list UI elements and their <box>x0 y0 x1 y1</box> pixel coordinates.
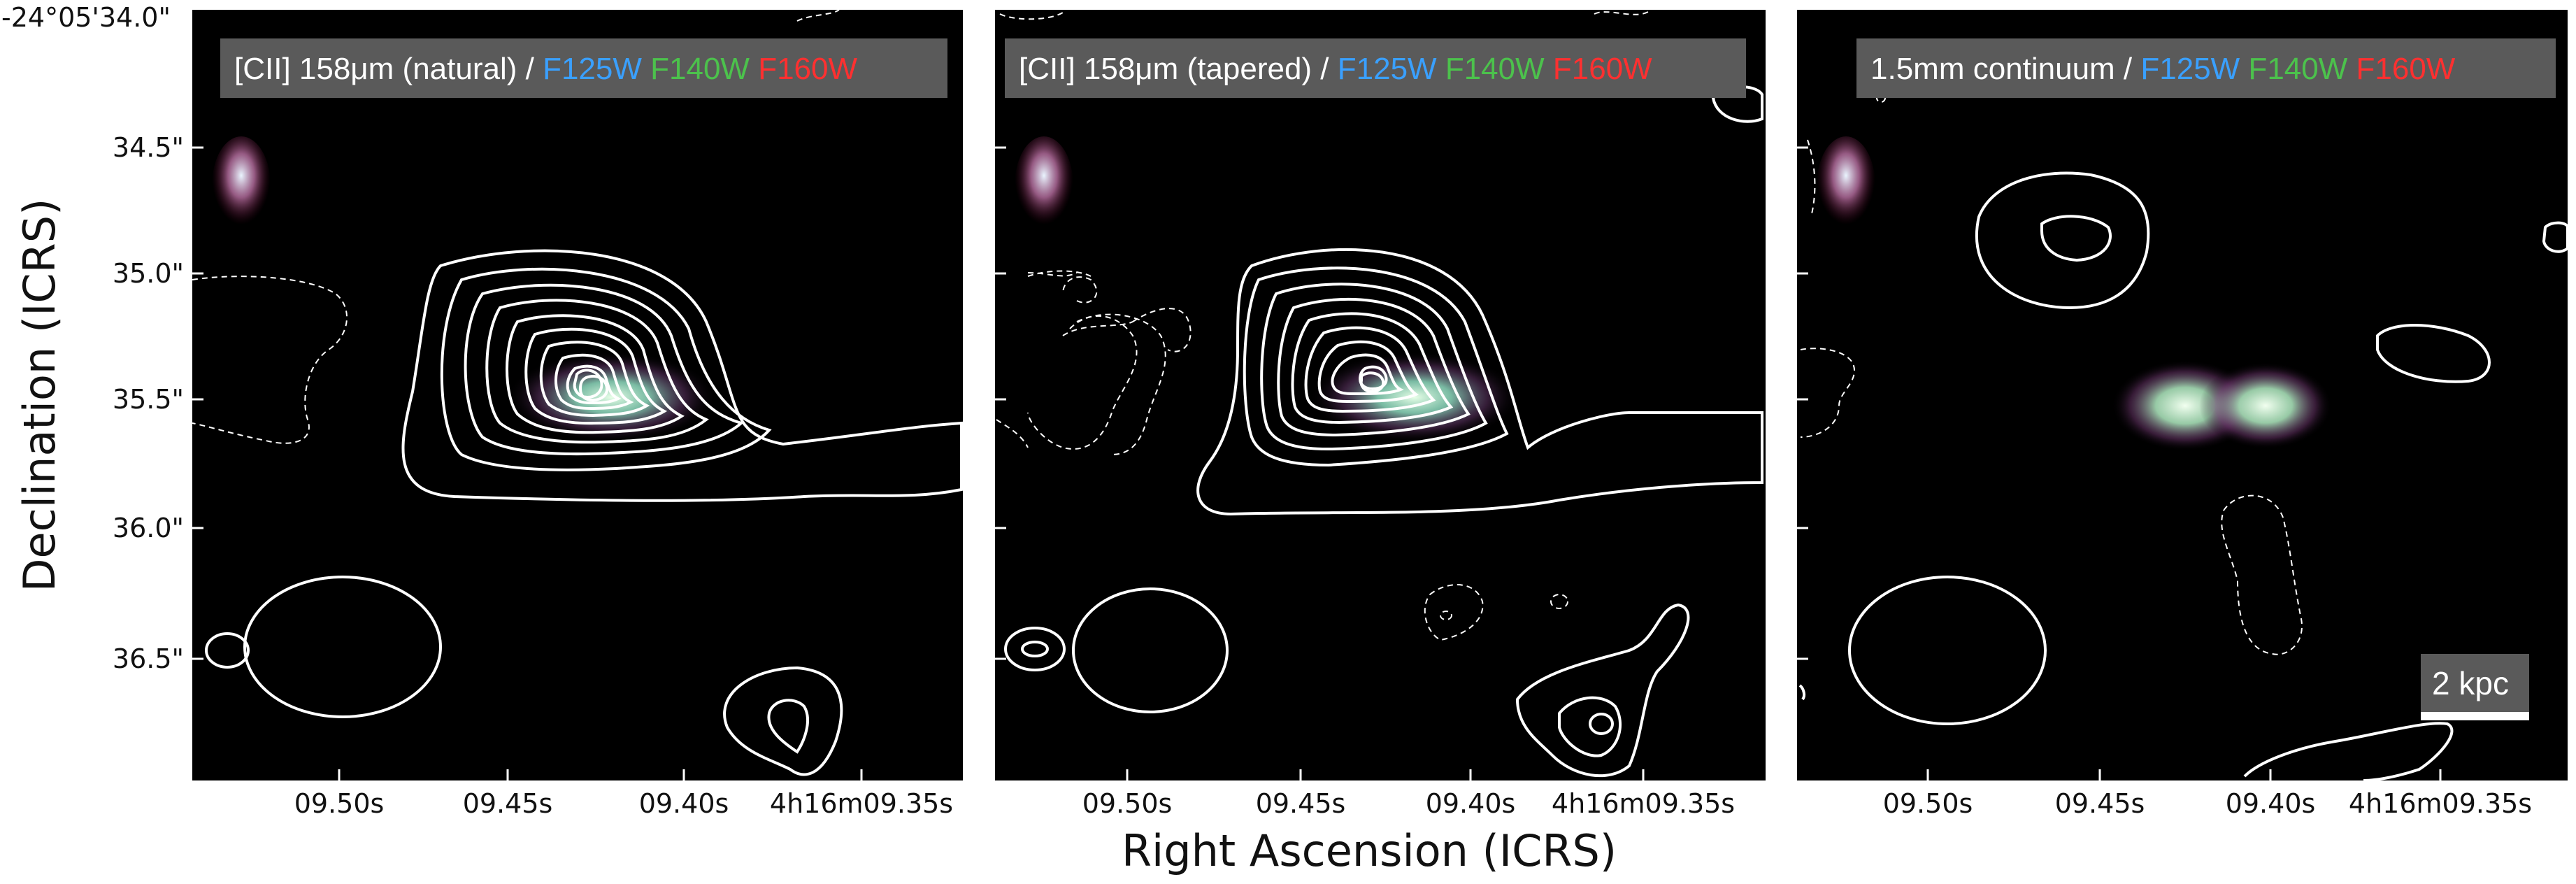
panel-3-star-source <box>1817 136 1875 234</box>
panel-3-f125w-label: F125W <box>2140 52 2240 86</box>
x-axis-title: Right Ascension (ICRS) <box>1122 825 1617 876</box>
panel-3-scale-bar <box>2421 712 2529 720</box>
panel-3-contours <box>1798 171 2569 782</box>
ra-tick-label: 09.45s <box>463 788 553 819</box>
ra-tick-label: 09.50s <box>1082 788 1173 819</box>
panel-3-galaxy-lobe-right <box>2199 362 2332 449</box>
panel-2-label-box <box>1005 38 1746 98</box>
panel-3-label: 1.5mm continuum / F125W F140W F160W <box>1870 52 2456 86</box>
ra-tick-label: 09.40s <box>1426 788 1516 819</box>
panel-2-negative-contours <box>996 10 1651 641</box>
dec-tick-label: 36.5" <box>113 643 184 674</box>
panel-3-scale-label: 2 kpc <box>2432 665 2509 701</box>
panel-3-f140w-label: F140W <box>2248 52 2347 86</box>
panel-1-f125w-label: F125W <box>543 52 642 86</box>
panel-3: 1.5mm continuum / F125W F140W F160W 2 kp… <box>1797 10 2569 782</box>
panel-3-label-box <box>1856 38 2556 98</box>
panel-1-label: [CII] 158μm (natural) / F125W F140W F160… <box>234 52 857 86</box>
panel-2-contours <box>1004 85 1763 778</box>
ra-tick-labels-panel-2: 09.50s 09.45s 09.40s 4h16m09.35s <box>1082 788 1735 819</box>
ra-tick-label: 4h16m09.35s <box>1552 788 1735 819</box>
panel-2: [CII] 158μm (tapered) / F125W F140W F160… <box>995 10 1766 780</box>
panel-1-contours <box>205 249 963 776</box>
ra-tick-label: 09.50s <box>294 788 385 819</box>
panel-1-negative-contours <box>192 9 840 444</box>
panel-2-ticks <box>995 146 1645 780</box>
ra-tick-label: 09.40s <box>639 788 729 819</box>
ra-tick-label: 4h16m09.35s <box>2349 788 2532 819</box>
panel-1: [CII] 158μm (natural) / F125W F140W F160… <box>192 9 963 780</box>
panel-2-label: [CII] 158μm (tapered) / F125W F140W F160… <box>1019 52 1652 86</box>
panel-2-f160w-label: F160W <box>1553 52 1652 86</box>
dec-tick-label: 34.5" <box>113 132 184 163</box>
ra-tick-label: 09.50s <box>1883 788 1973 819</box>
y-axis-title: Declination (ICRS) <box>14 199 65 592</box>
dec-tick-label: 35.0" <box>113 258 184 289</box>
dec-tick-label: 36.0" <box>113 513 184 543</box>
dec-tick-label: -24°05'34.0" <box>1 2 171 33</box>
ra-tick-label: 09.45s <box>1256 788 1346 819</box>
panel-1-f160w-label: F160W <box>758 52 857 86</box>
panel-3-f160w-label: F160W <box>2356 52 2456 86</box>
panel-1-ticks <box>192 146 863 780</box>
panel-1-label-box <box>220 38 947 98</box>
panel-1-star-source <box>212 136 271 234</box>
dec-tick-label: 35.5" <box>113 384 184 415</box>
panel-3-scale-box <box>2421 654 2529 713</box>
ra-tick-label: 4h16m09.35s <box>770 788 953 819</box>
dec-tick-labels: -24°05'34.0" 34.5" 35.0" 35.5" 36.0" 36.… <box>1 2 184 674</box>
panel-3-label-prefix: 1.5mm continuum / <box>1870 52 2140 86</box>
ra-tick-label: 09.45s <box>2055 788 2145 819</box>
ra-tick-labels-panel-1: 09.50s 09.45s 09.40s 4h16m09.35s <box>294 788 953 819</box>
ra-tick-labels-panel-3: 09.50s 09.45s 09.40s 4h16m09.35s <box>1883 788 2532 819</box>
panel-2-star-source <box>1015 136 1073 234</box>
panel-3-ticks <box>1797 146 2442 780</box>
panel-1-label-prefix: [CII] 158μm (natural) / <box>234 52 543 86</box>
panel-1-galaxy-source <box>507 352 717 443</box>
panel-2-f140w-label: F140W <box>1445 52 1545 86</box>
panel-2-label-prefix: [CII] 158μm (tapered) / <box>1019 52 1338 86</box>
panel-2-f125w-label: F125W <box>1338 52 1437 86</box>
ra-tick-label: 09.40s <box>2226 788 2316 819</box>
panel-1-f140w-label: F140W <box>650 52 750 86</box>
